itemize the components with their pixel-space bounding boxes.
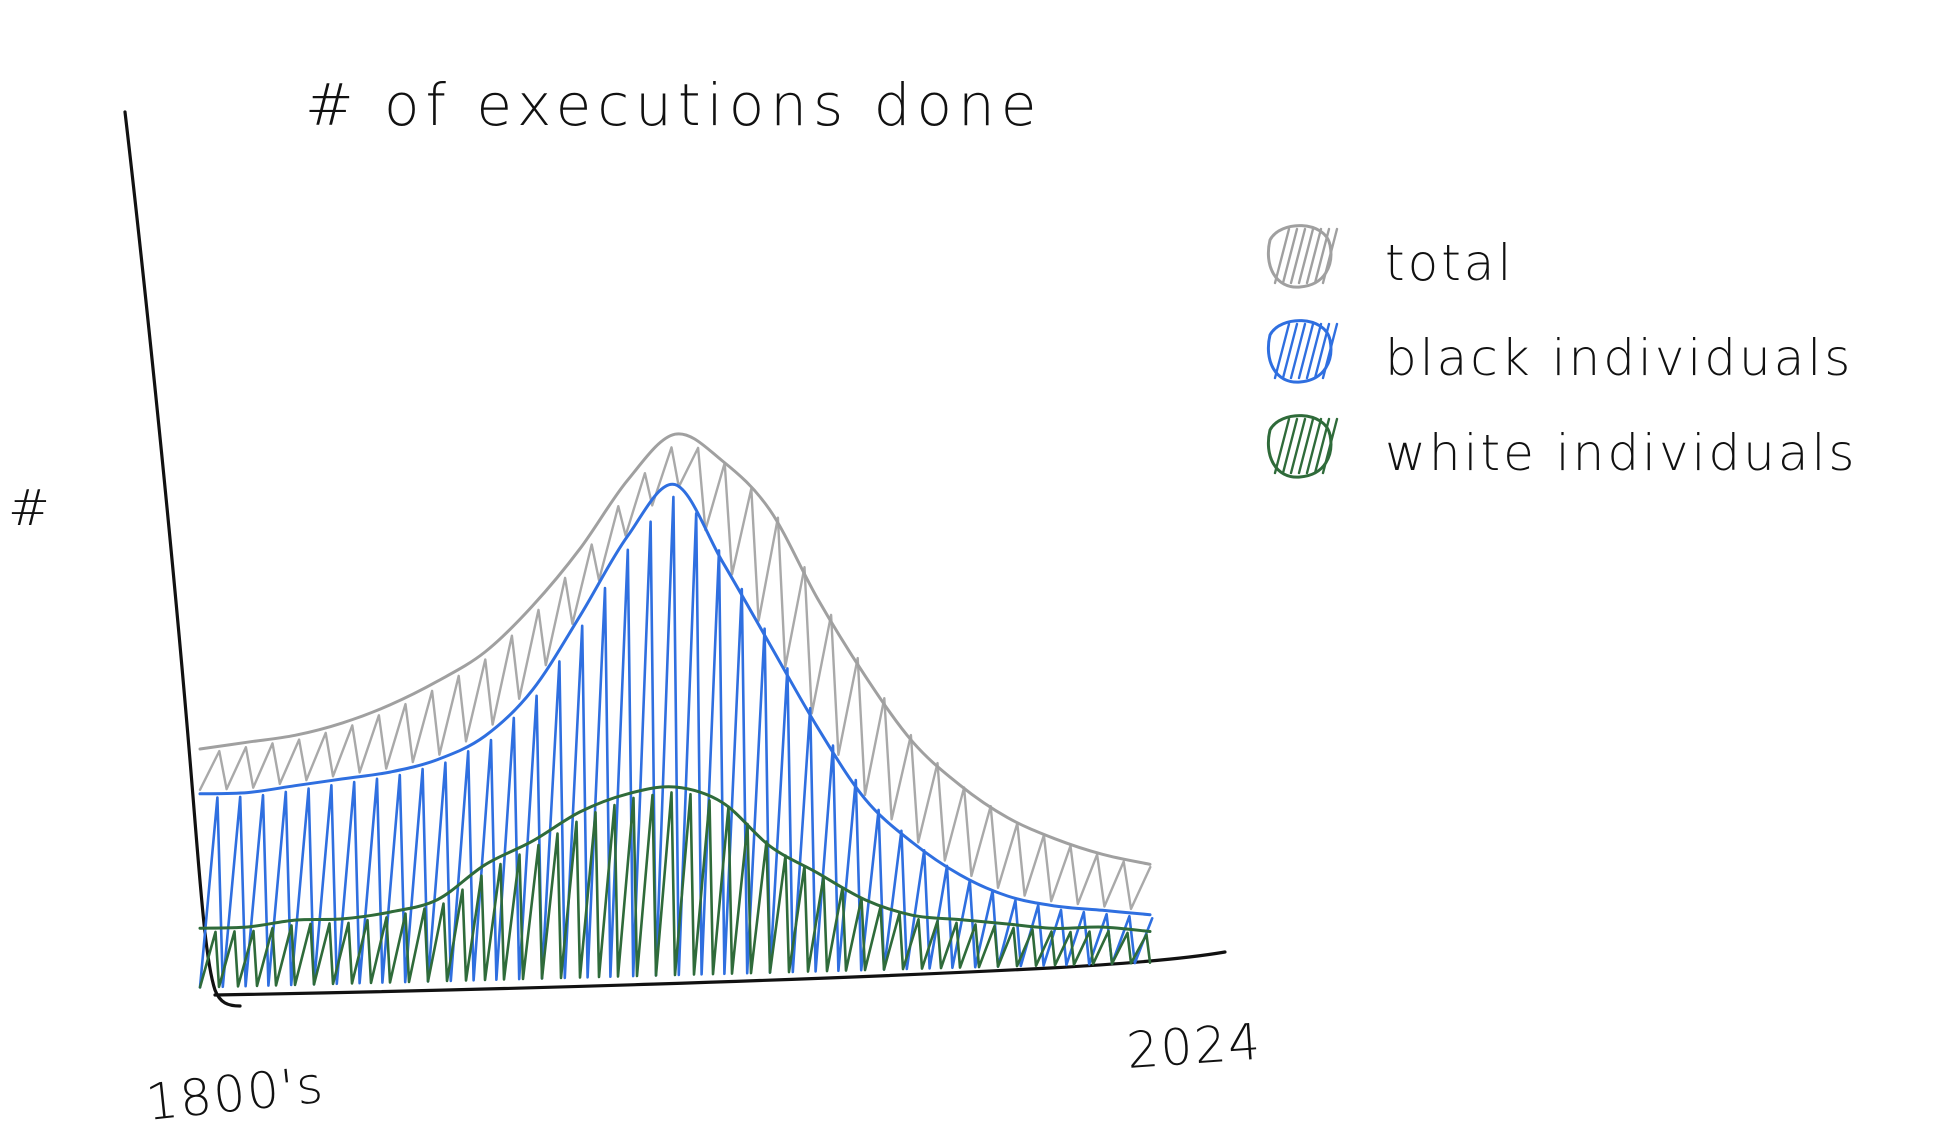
- series-total: [198, 432, 1152, 911]
- legend-item-total: total: [1266, 224, 1514, 292]
- series-white-individuals: [198, 785, 1152, 989]
- x-start-label: 1800's: [143, 1056, 327, 1132]
- y-axis-line: [123, 110, 242, 1008]
- x-end-label: 2024: [1125, 1013, 1264, 1080]
- legend-swatch-hatch-black-individuals: [1273, 322, 1339, 380]
- legend-item-white-individuals: white individuals: [1266, 414, 1857, 482]
- series-black-individuals: [198, 483, 1154, 989]
- chart-title: # of executions done: [305, 71, 1042, 139]
- series-layer: [198, 432, 1154, 989]
- y-axis-label: #: [8, 479, 52, 537]
- legend-label-black-individuals: black individuals: [1385, 329, 1853, 387]
- legend-label-total: total: [1385, 234, 1514, 292]
- legend: total black individuals white individuals: [1266, 224, 1857, 482]
- series-line-black-individuals: [198, 483, 1152, 917]
- series-line-white-individuals: [198, 785, 1152, 933]
- series-line-total: [198, 432, 1152, 866]
- x-axis-line: [213, 950, 1227, 997]
- series-hatch-white-individuals: [198, 791, 1152, 989]
- legend-item-black-individuals: black individuals: [1266, 319, 1853, 387]
- series-hatch-black-individuals: [198, 495, 1154, 989]
- legend-label-white-individuals: white individuals: [1385, 424, 1857, 482]
- legend-swatch-hatch-white-individuals: [1273, 417, 1339, 475]
- series-hatch-total: [198, 446, 1152, 911]
- legend-swatch-hatch-total: [1273, 227, 1339, 285]
